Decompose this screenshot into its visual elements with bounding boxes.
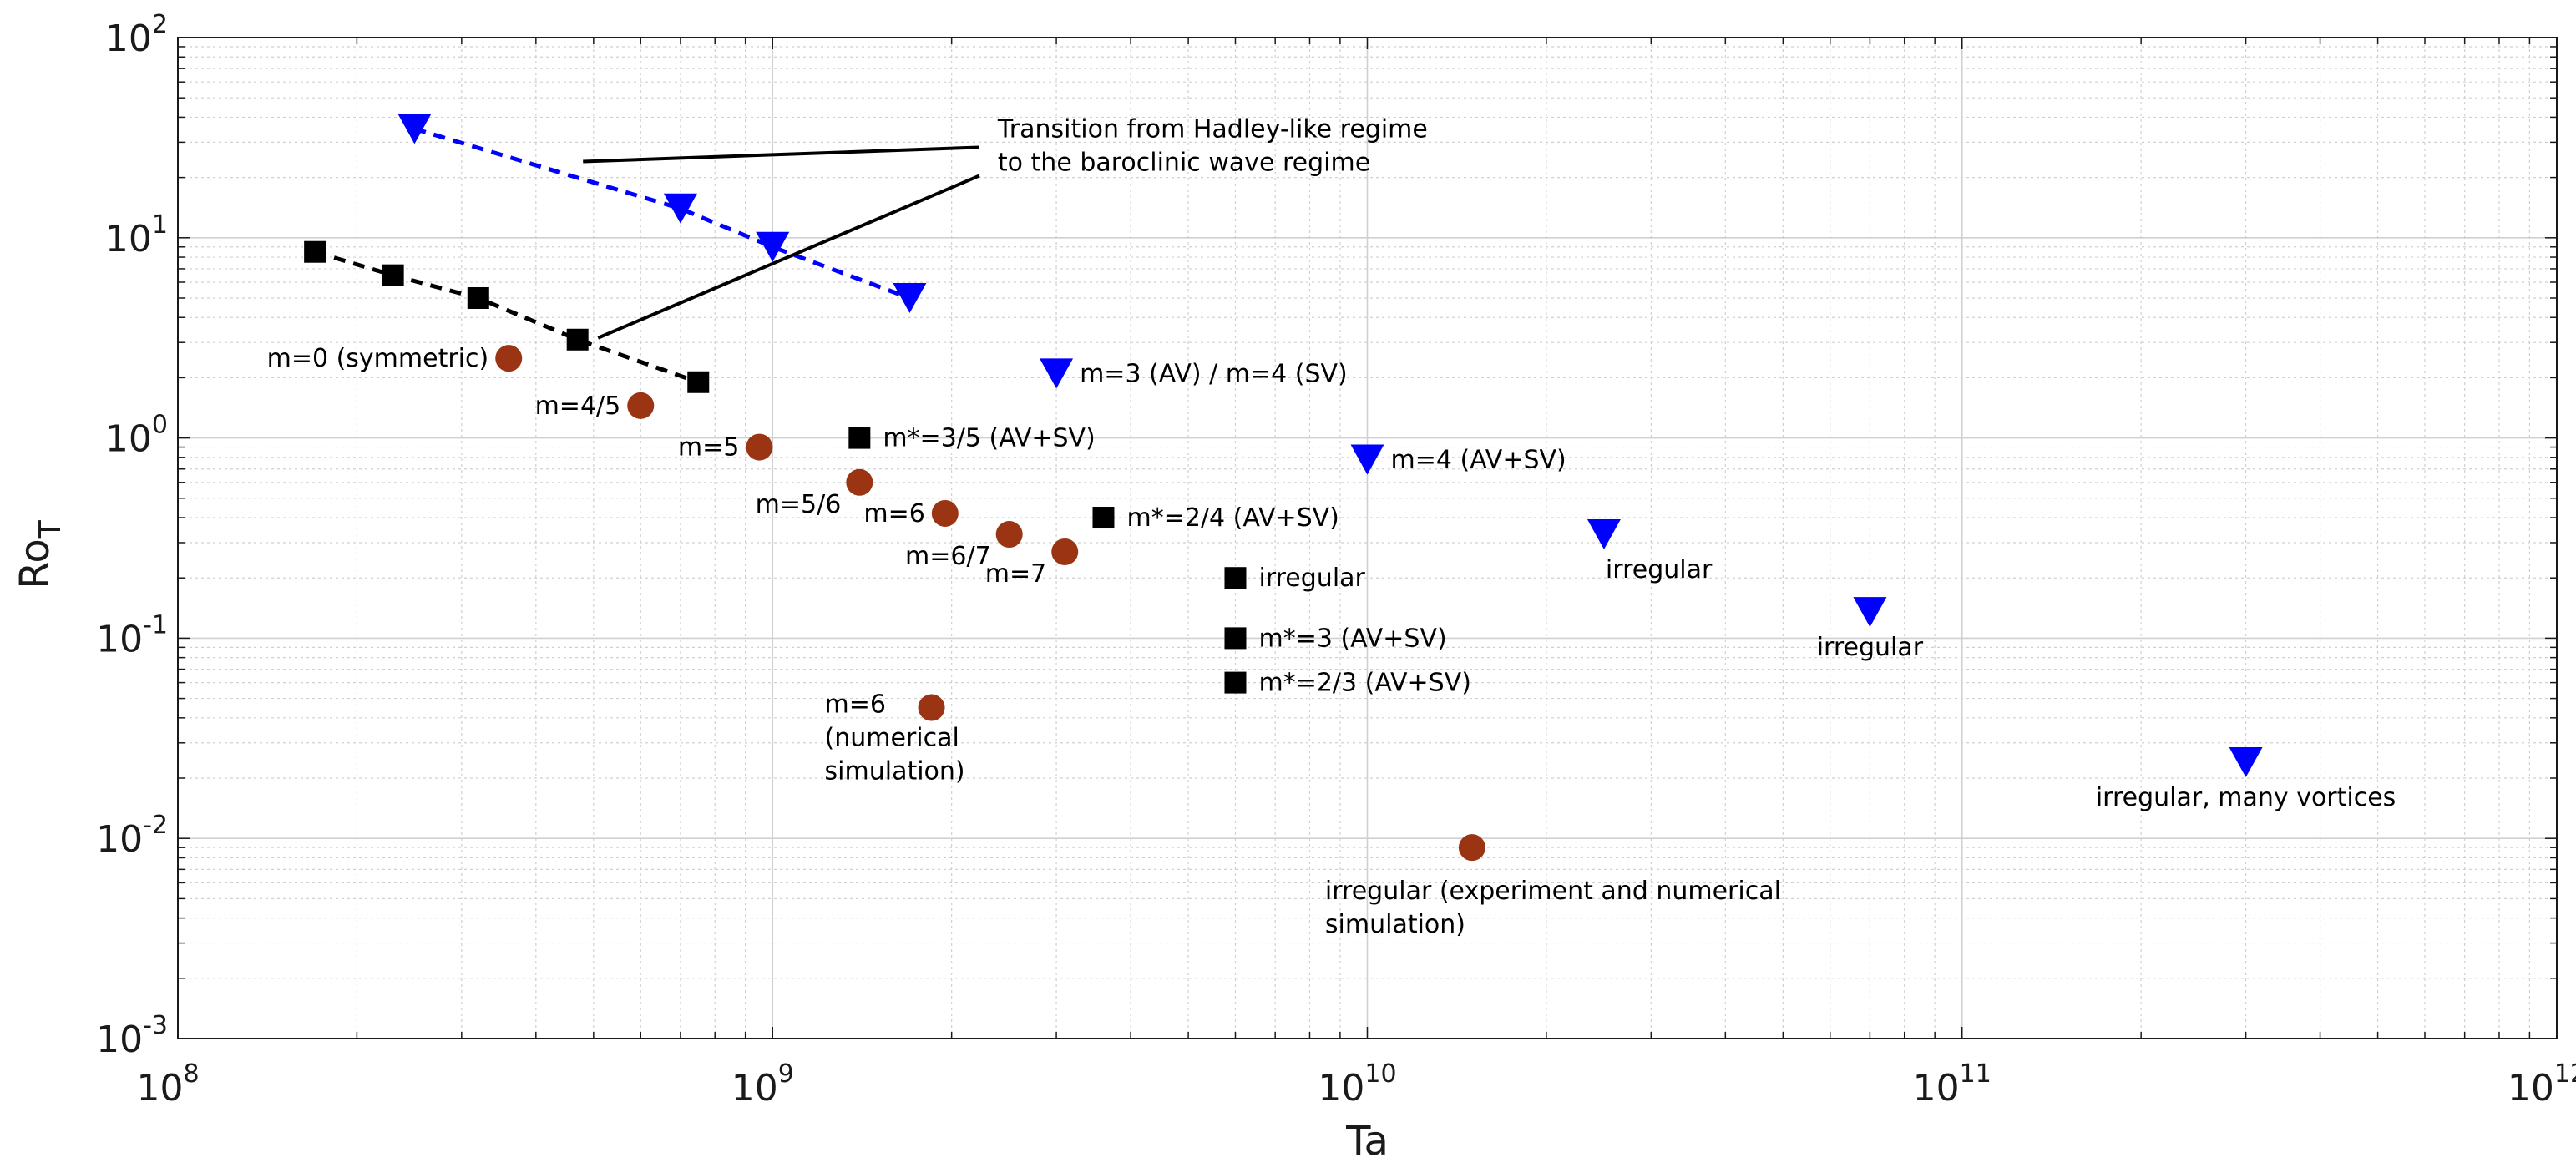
square-marker [848, 427, 871, 449]
point-label: m=6 (numerical simulation) [825, 690, 965, 786]
square-marker [1092, 507, 1115, 529]
triangle-marker [1587, 519, 1621, 550]
square-marker [382, 264, 404, 286]
dashed-trend-line [413, 126, 911, 301]
point-label: irregular (experiment and numerical simul… [1325, 877, 1781, 939]
point-label: irregular [1258, 564, 1365, 593]
x-axis-label: Ta [1345, 1118, 1389, 1165]
point-label: m*=3 (AV+SV) [1258, 624, 1446, 653]
circle-marker [1458, 834, 1485, 862]
annotation-pointer-line [597, 174, 980, 340]
circle-marker [846, 468, 873, 496]
square-marker [304, 240, 326, 263]
point-label: m=4 (AV+SV) [1391, 445, 1566, 474]
point-label: m=5 [678, 433, 739, 463]
y-tick-label: 101 [105, 210, 168, 260]
axis-ticks: 108 109 1010 1011 1012 10-3 10-2 10-1 100 101 102 [96, 10, 2576, 1110]
point-label: m*=2/4 (AV+SV) [1126, 503, 1339, 533]
annotation-text-line: Transition from Hadley-like regime [997, 114, 1428, 144]
y-axis-label-main: Ro [12, 538, 58, 589]
circle-marker [1051, 538, 1079, 565]
circle-marker [495, 345, 523, 372]
x-tick-label: 1011 [1913, 1059, 1991, 1110]
circle-marker [746, 433, 773, 461]
data-markers [304, 114, 2263, 862]
circle-marker [995, 521, 1023, 549]
square-marker [1224, 671, 1247, 694]
triangle-marker [1040, 358, 1074, 389]
y-tick-label: 10-3 [96, 1011, 168, 1061]
point-label: m=6 [863, 499, 924, 528]
y-tick-label: 10-2 [96, 811, 168, 861]
triangle-marker [2229, 747, 2263, 778]
point-label: m*=3/5 (AV+SV) [883, 424, 1095, 453]
square-marker [566, 328, 589, 351]
square-marker [1224, 627, 1247, 650]
circle-marker [931, 499, 959, 527]
point-label: m=6/7 [905, 542, 991, 571]
y-axis-label-subscript: T [33, 519, 68, 539]
triangle-marker [397, 114, 432, 144]
triangle-marker [1853, 597, 1887, 628]
point-label: m=7 [985, 559, 1046, 589]
circle-marker [627, 392, 655, 419]
annotation: Transition from Hadley-like regime to the… [583, 114, 1428, 340]
point-label: m=4/5 [535, 392, 621, 421]
triangle-marker [756, 231, 790, 262]
y-tick-label: 10-1 [96, 610, 168, 660]
square-marker [467, 286, 489, 309]
point-label: m=5/6 [756, 490, 842, 519]
x-tick-label: 1012 [2508, 1059, 2576, 1110]
x-tick-label: 1010 [1318, 1059, 1396, 1110]
y-tick-label: 102 [105, 10, 168, 60]
point-label: m*=2/3 (AV+SV) [1258, 669, 1470, 698]
point-label: m=0 (symmetric) [267, 344, 489, 373]
y-axis-label: RoT [12, 519, 68, 589]
point-labels: m=0 (symmetric) m=4/5 m=5 m=5/6 m=6 m=6/7m=7 m… [267, 344, 2396, 939]
x-tick-label: 108 [136, 1059, 199, 1110]
grid [177, 38, 2557, 1039]
x-tick-label: 109 [731, 1059, 794, 1110]
circle-marker [918, 694, 945, 721]
triangle-marker [1350, 444, 1384, 475]
square-marker [1224, 567, 1247, 589]
annotation-text-line: to the baroclinic wave regime [998, 148, 1370, 177]
point-label: m=3 (AV) / m=4 (SV) [1080, 359, 1348, 388]
point-label: irregular [1606, 555, 1713, 584]
square-marker [687, 371, 710, 393]
triangle-marker [893, 282, 927, 313]
annotation-pointer-line [583, 145, 979, 164]
point-label: irregular, many vortices [2096, 783, 2396, 812]
point-label: irregular [1817, 633, 1924, 662]
triangle-marker [663, 193, 697, 224]
y-tick-label: 100 [105, 411, 168, 461]
